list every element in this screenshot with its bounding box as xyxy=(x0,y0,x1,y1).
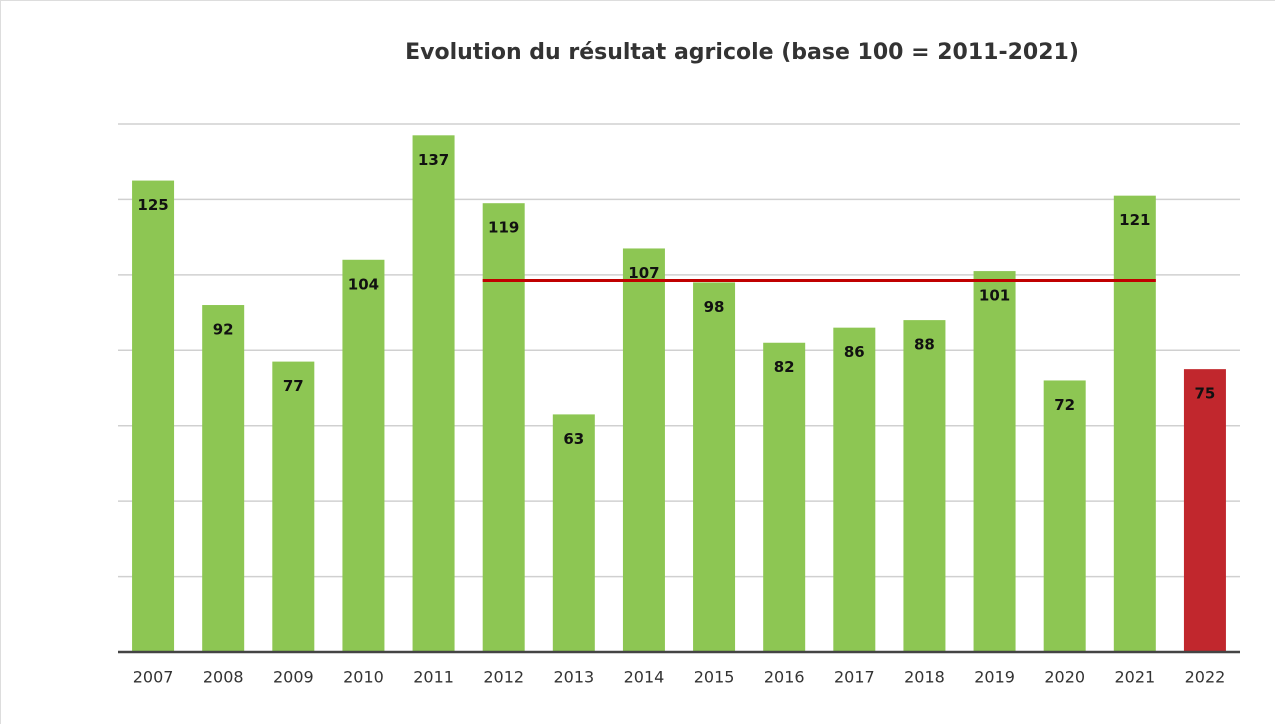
data-label: 92 xyxy=(213,321,234,339)
bar xyxy=(342,259,385,652)
x-tick-label: 2021 xyxy=(1114,668,1155,687)
x-tick-label: 2015 xyxy=(694,668,735,687)
data-label: 137 xyxy=(418,151,449,169)
bar xyxy=(412,135,455,653)
data-label: 101 xyxy=(979,287,1010,305)
x-tick-label: 2009 xyxy=(273,668,314,687)
bar xyxy=(1043,380,1086,652)
data-label: 82 xyxy=(774,358,795,376)
data-label: 121 xyxy=(1119,211,1150,229)
x-tick-label: 2008 xyxy=(203,668,244,687)
bar xyxy=(622,248,665,652)
x-tick-label: 2007 xyxy=(133,668,174,687)
bar xyxy=(132,180,175,653)
data-label: 98 xyxy=(704,298,725,316)
x-tick-label: 2017 xyxy=(834,668,875,687)
bar xyxy=(763,342,806,652)
x-tick-label: 2018 xyxy=(904,668,945,687)
bar xyxy=(903,320,946,652)
data-label: 119 xyxy=(488,219,519,237)
bar xyxy=(202,305,245,652)
data-label: 88 xyxy=(914,336,935,354)
x-tick-label: 2012 xyxy=(483,668,524,687)
data-label: 72 xyxy=(1054,396,1075,414)
data-label: 125 xyxy=(137,196,168,214)
data-label: 77 xyxy=(283,377,304,395)
x-tick-label: 2016 xyxy=(764,668,805,687)
data-label: 63 xyxy=(563,430,584,448)
x-tick-label: 2022 xyxy=(1185,668,1226,687)
x-tick-label: 2014 xyxy=(624,668,665,687)
data-label: 75 xyxy=(1195,385,1216,403)
data-label: 104 xyxy=(348,275,379,293)
x-tick-label: 2013 xyxy=(553,668,594,687)
chart-title: Evolution du résultat agricole (base 100… xyxy=(405,40,1079,65)
data-label: 86 xyxy=(844,343,865,361)
x-tick-label: 2020 xyxy=(1044,668,1085,687)
data-label: 107 xyxy=(628,264,659,282)
bar xyxy=(1113,195,1156,652)
bar xyxy=(552,414,595,652)
bar xyxy=(482,203,525,652)
bar xyxy=(693,282,736,652)
bar xyxy=(1183,369,1226,652)
bar xyxy=(272,361,315,652)
x-tick-label: 2011 xyxy=(413,668,454,687)
x-tick-label: 2010 xyxy=(343,668,384,687)
x-tick-label: 2019 xyxy=(974,668,1015,687)
bar xyxy=(973,271,1016,652)
bar xyxy=(833,327,876,652)
